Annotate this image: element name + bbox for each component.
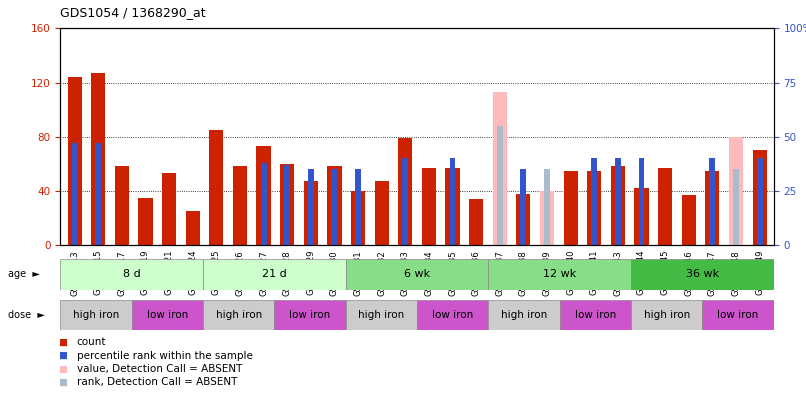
Text: GDS1054 / 1368290_at: GDS1054 / 1368290_at (60, 6, 206, 19)
Text: count: count (77, 337, 106, 347)
Bar (375, 181, 388, 245)
Bar (492, 92, 507, 245)
Bar (68, 77, 81, 245)
Bar (402, 158, 409, 245)
Text: age  ►: age ► (8, 269, 40, 279)
Bar (540, 191, 554, 245)
Text: high iron: high iron (644, 310, 690, 320)
Bar (422, 168, 436, 245)
Bar (308, 169, 314, 245)
Bar (544, 169, 550, 245)
FancyBboxPatch shape (131, 300, 203, 330)
Text: high iron: high iron (359, 310, 405, 320)
Text: 36 wk: 36 wk (686, 269, 719, 279)
FancyBboxPatch shape (418, 300, 488, 330)
Bar (611, 166, 625, 245)
Bar (521, 169, 526, 245)
Text: low iron: low iron (717, 310, 758, 320)
Bar (233, 166, 247, 245)
Bar (469, 199, 484, 245)
Bar (280, 164, 294, 245)
Text: 8 d: 8 d (123, 269, 141, 279)
FancyBboxPatch shape (488, 259, 631, 290)
FancyBboxPatch shape (488, 300, 559, 330)
Bar (72, 143, 77, 245)
FancyBboxPatch shape (346, 300, 418, 330)
Bar (304, 181, 318, 245)
Bar (450, 158, 455, 245)
Bar (705, 171, 720, 245)
FancyBboxPatch shape (274, 300, 346, 330)
Text: value, Detection Call = ABSENT: value, Detection Call = ABSENT (77, 364, 242, 374)
Text: ■: ■ (60, 349, 68, 362)
Text: high iron: high iron (501, 310, 547, 320)
FancyBboxPatch shape (346, 259, 488, 290)
Bar (517, 194, 530, 245)
Bar (285, 165, 290, 245)
Bar (757, 158, 762, 245)
FancyBboxPatch shape (60, 259, 203, 290)
FancyBboxPatch shape (60, 300, 131, 330)
Text: percentile rank within the sample: percentile rank within the sample (77, 351, 252, 360)
Text: high iron: high iron (216, 310, 262, 320)
Bar (638, 158, 645, 245)
Bar (587, 171, 601, 245)
Bar (615, 158, 621, 245)
Bar (729, 136, 743, 245)
Bar (398, 138, 413, 245)
Bar (162, 173, 177, 245)
FancyBboxPatch shape (559, 300, 631, 330)
Text: low iron: low iron (147, 310, 188, 320)
Text: 21 d: 21 d (262, 269, 287, 279)
Text: 6 wk: 6 wk (404, 269, 430, 279)
Text: low iron: low iron (289, 310, 330, 320)
Bar (91, 73, 106, 245)
Bar (139, 198, 152, 245)
Bar (634, 188, 649, 245)
Bar (592, 158, 597, 245)
Bar (563, 171, 578, 245)
Bar (351, 191, 365, 245)
Bar (185, 211, 200, 245)
Bar (355, 169, 361, 245)
Text: ■: ■ (60, 362, 68, 375)
Bar (95, 143, 102, 245)
Text: dose  ►: dose ► (8, 310, 45, 320)
Bar (753, 150, 767, 245)
Bar (658, 168, 672, 245)
Bar (114, 166, 129, 245)
Bar (260, 163, 267, 245)
FancyBboxPatch shape (631, 300, 702, 330)
Text: ■: ■ (60, 336, 68, 349)
Bar (682, 195, 696, 245)
Text: ■: ■ (60, 376, 68, 389)
Bar (709, 158, 715, 245)
Bar (733, 169, 739, 245)
Bar (331, 169, 338, 245)
FancyBboxPatch shape (203, 259, 346, 290)
FancyBboxPatch shape (203, 300, 274, 330)
FancyBboxPatch shape (702, 300, 774, 330)
Text: 12 wk: 12 wk (543, 269, 576, 279)
FancyBboxPatch shape (631, 259, 774, 290)
Bar (210, 130, 223, 245)
Text: low iron: low iron (575, 310, 616, 320)
Bar (496, 126, 503, 245)
Text: rank, Detection Call = ABSENT: rank, Detection Call = ABSENT (77, 377, 237, 387)
Bar (327, 166, 342, 245)
Text: high iron: high iron (73, 310, 119, 320)
Bar (446, 168, 459, 245)
Bar (256, 146, 271, 245)
Text: low iron: low iron (432, 310, 473, 320)
